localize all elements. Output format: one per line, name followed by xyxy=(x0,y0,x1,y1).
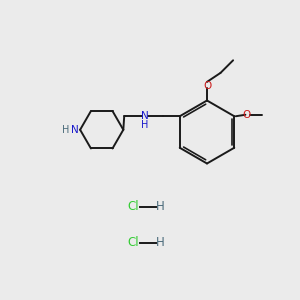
Text: O: O xyxy=(243,110,251,120)
Text: Cl: Cl xyxy=(128,236,139,250)
Text: H: H xyxy=(156,236,165,250)
Text: H: H xyxy=(141,120,148,130)
Text: H: H xyxy=(62,125,70,135)
Text: Cl: Cl xyxy=(128,200,139,214)
Text: N: N xyxy=(71,125,79,135)
Text: O: O xyxy=(203,80,211,91)
Text: H: H xyxy=(156,200,165,214)
Text: N: N xyxy=(141,111,148,121)
